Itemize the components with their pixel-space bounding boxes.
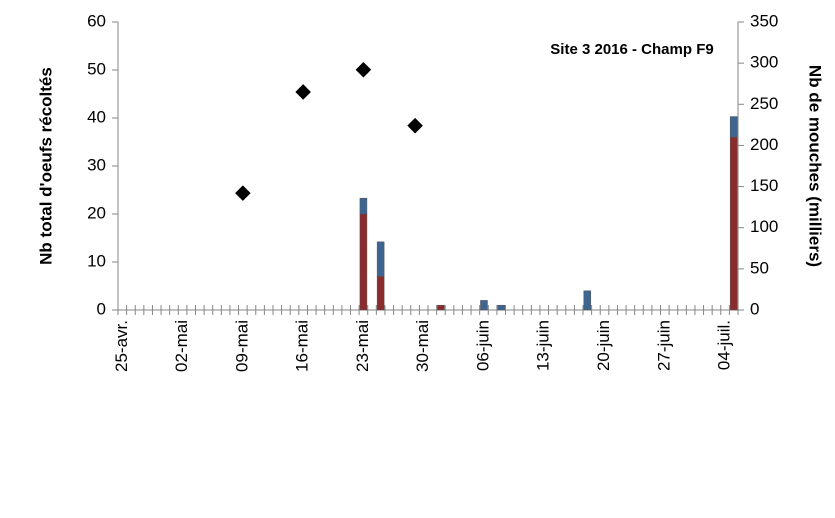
y-tick-label: 30	[87, 155, 106, 174]
y2-tick-label: 250	[750, 94, 778, 113]
y-tick-label: 20	[87, 203, 106, 222]
y-tick-label: 40	[87, 107, 106, 126]
point	[235, 185, 251, 201]
x-tick-label: 06-juin	[473, 320, 492, 371]
x-tick-label: 09-mai	[232, 320, 251, 372]
y-tick-label: 10	[87, 251, 106, 270]
point	[295, 84, 311, 100]
x-tick-label: 02-mai	[172, 320, 191, 372]
y2-tick-label: 150	[750, 176, 778, 195]
y2-tick-label: 350	[750, 11, 778, 30]
x-tick-label: 16-mai	[293, 320, 312, 372]
y2-tick-label: 300	[750, 53, 778, 72]
annotation: Site 3 2016 - Champ F9	[550, 41, 713, 58]
bar	[376, 276, 385, 311]
y2-tick-label: 200	[750, 135, 778, 154]
y2-tick-label: 50	[750, 258, 769, 277]
x-tick-label: 27-juin	[654, 320, 673, 371]
y-tick-label: 60	[87, 11, 106, 30]
bar	[376, 241, 385, 277]
x-tick-label: 04-juil.	[715, 320, 734, 370]
x-tick-label: 13-juin	[534, 320, 553, 371]
bar	[497, 304, 505, 311]
y-axis-title: Nb total d'oeufs récoltés	[36, 67, 55, 265]
bar	[729, 116, 738, 138]
point	[407, 117, 423, 134]
bar	[359, 197, 368, 215]
x-tick-label: 30-mai	[413, 320, 432, 372]
y2-tick-label: 0	[750, 299, 759, 318]
y2-axis-title: Nb de mouches (milliers)	[806, 65, 825, 267]
x-tick-label: 23-mai	[353, 320, 372, 372]
bar	[437, 304, 445, 311]
bar	[729, 136, 738, 311]
bar	[583, 290, 592, 311]
y-tick-label: 0	[97, 299, 106, 318]
y-tick-label: 50	[87, 59, 106, 78]
x-tick-label: 25-avr.	[112, 320, 131, 372]
x-tick-label: 20-juin	[594, 320, 613, 371]
bar	[480, 300, 488, 311]
point	[355, 61, 372, 78]
y2-tick-label: 100	[750, 217, 778, 236]
bar	[359, 213, 368, 311]
